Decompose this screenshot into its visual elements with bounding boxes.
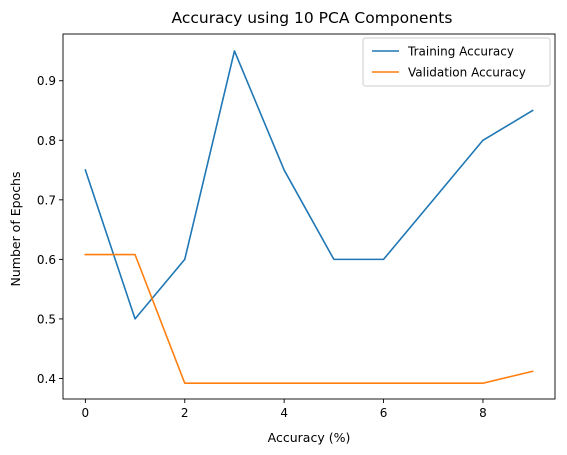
y-tick-label: 0.5 — [37, 312, 56, 326]
y-tick-label: 0.9 — [37, 74, 56, 88]
y-axis: 0.4 0.5 0.6 0.7 0.8 0.9 — [37, 74, 63, 386]
chart-title: Accuracy using 10 PCA Components — [172, 9, 453, 27]
series-layer — [84, 50, 534, 385]
x-axis-label: Accuracy (%) — [268, 430, 351, 445]
x-tick-label: 8 — [479, 406, 487, 420]
series-line-validation-accuracy — [84, 253, 534, 385]
legend-box — [362, 37, 551, 87]
x-tick-label: 0 — [82, 406, 90, 420]
y-axis-label: Number of Epochs — [8, 172, 23, 287]
y-tick-label: 0.7 — [37, 193, 56, 207]
plot-frame — [62, 33, 556, 400]
x-axis: 0 2 4 6 8 — [82, 399, 487, 420]
y-tick-label: 0.4 — [37, 372, 56, 386]
legend-entry: Training Accuracy — [407, 45, 514, 59]
plot-area — [62, 33, 556, 400]
x-tick-label: 4 — [280, 406, 288, 420]
series-line-training-accuracy — [84, 50, 534, 320]
legend-entry: Validation Accuracy — [408, 66, 526, 80]
x-tick-label: 6 — [380, 406, 388, 420]
x-tick-label: 2 — [181, 406, 189, 420]
legend: Training Accuracy Validation Accuracy — [362, 37, 551, 87]
y-tick-label: 0.6 — [37, 253, 56, 267]
y-tick-label: 0.8 — [37, 134, 56, 148]
